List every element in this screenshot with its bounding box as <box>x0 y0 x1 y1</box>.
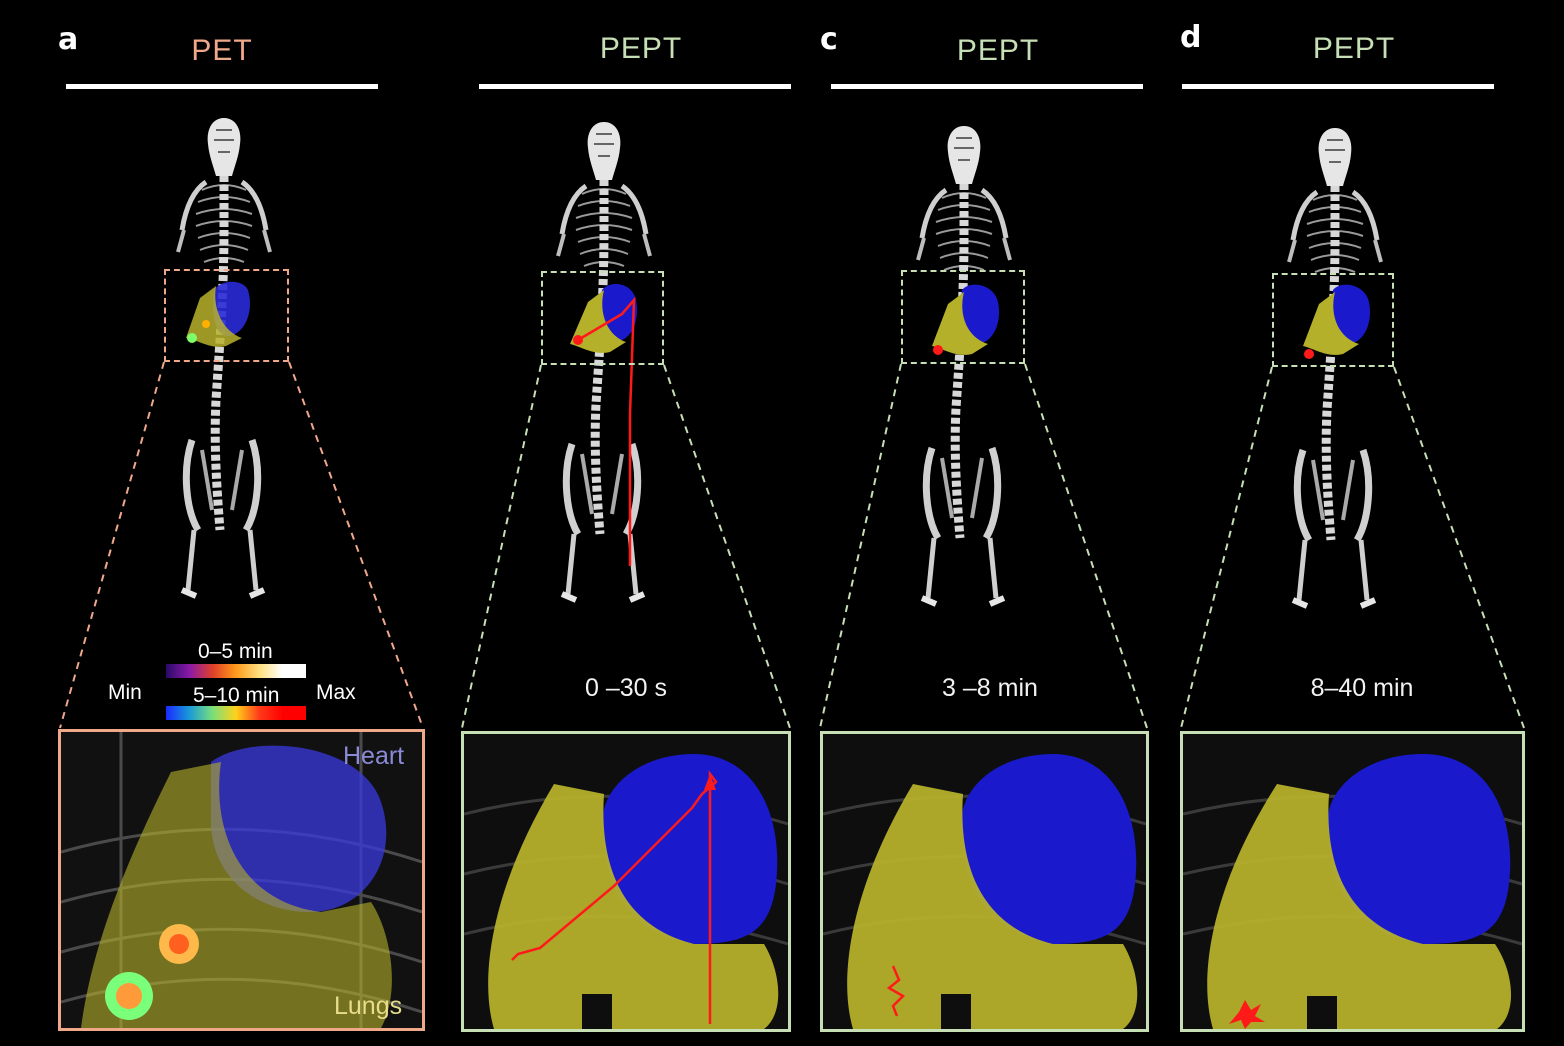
pept-zoom-image-d <box>1183 734 1522 1029</box>
panel-letter-c: c <box>820 22 838 57</box>
panel-letter-d: d <box>1180 20 1202 55</box>
inset-pept-zoom-b <box>461 731 791 1032</box>
zoom-region-box <box>164 269 289 362</box>
skeleton-scan-pept-b <box>552 114 656 614</box>
inset-pept-zoom-c <box>820 731 1149 1032</box>
time-window-label: 3 –8 min <box>942 674 1038 702</box>
colorbar-0-5-min <box>166 664 306 678</box>
panel-title-pept-b: PEPT <box>599 32 683 65</box>
legend-row1-label: 0–5 min <box>198 640 273 663</box>
pept-zoom-image-c <box>823 734 1146 1029</box>
heart-label: Heart <box>343 742 405 770</box>
pet-zoom-image <box>61 732 422 1028</box>
panel-title-pept-d: PEPT <box>1312 32 1396 65</box>
inset-pept-zoom-d <box>1180 731 1525 1032</box>
panel-title-pet: PET <box>191 34 253 67</box>
panel-rule <box>66 84 378 89</box>
panel-rule <box>831 84 1143 89</box>
legend-min-label: Min <box>108 681 142 704</box>
zoom-region-box <box>1272 273 1394 367</box>
panel-letter-a: a <box>58 22 79 57</box>
skeleton-scan-pept-d <box>1283 120 1387 620</box>
skeleton-scan-pept-c <box>912 118 1016 618</box>
legend-max-label: Max <box>316 681 356 704</box>
zoom-region-box <box>901 270 1025 364</box>
time-window-label: 8–40 min <box>1310 674 1414 702</box>
panel-rule <box>1182 84 1494 89</box>
legend-row2-label: 5–10 min <box>193 684 280 707</box>
colorbar-5-10-min <box>166 706 306 720</box>
inset-pet-zoom: Heart Lungs <box>58 729 425 1031</box>
lungs-label: Lungs <box>334 992 403 1020</box>
panel-rule <box>479 84 791 89</box>
pept-zoom-image-b <box>464 734 788 1029</box>
panel-title-pept-c: PEPT <box>956 34 1040 67</box>
zoom-region-box <box>541 271 664 365</box>
time-window-label: 0 –30 s <box>584 674 667 702</box>
skeleton-scan-pet <box>172 110 276 610</box>
